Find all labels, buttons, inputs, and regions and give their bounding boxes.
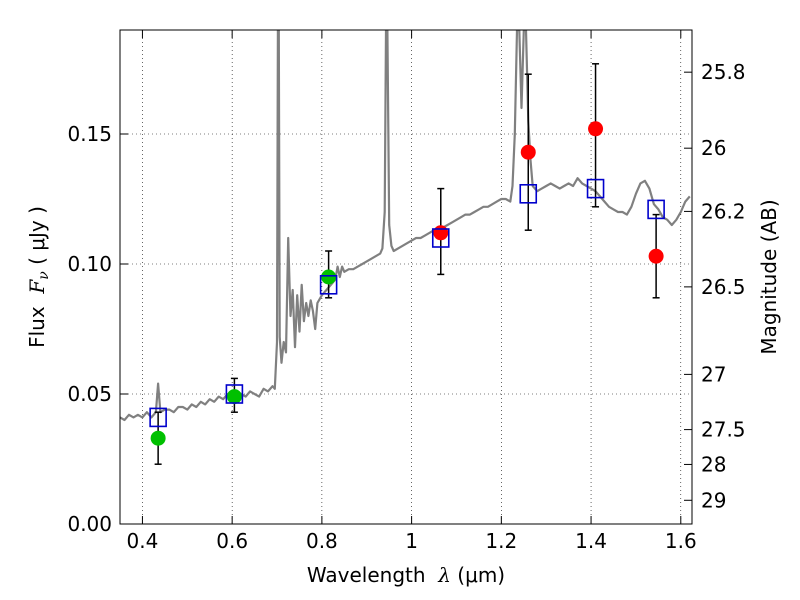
- data-point: [433, 225, 449, 241]
- data-point: [520, 144, 536, 160]
- x-tick-label: 1.4: [575, 529, 607, 553]
- y-tick-label: 0.10: [67, 252, 112, 276]
- data-point: [226, 389, 242, 405]
- y-tick-label: 0.00: [67, 512, 112, 536]
- x-tick-label: 1.2: [485, 529, 517, 553]
- model-point: [319, 274, 338, 295]
- x-tick-label: 0.4: [127, 529, 159, 553]
- x-tick-label: 0.6: [216, 529, 248, 553]
- y2-tick-label: 28: [701, 452, 726, 476]
- y2-axis-label: Magnitude (AB): [757, 199, 781, 354]
- x-axis-label: Wavelength λ (μm): [307, 563, 505, 587]
- y-tick-label: 0.15: [67, 122, 112, 146]
- data-point: [321, 269, 337, 285]
- model-point: [647, 199, 665, 220]
- x-tick-label: 1: [405, 529, 418, 553]
- model-point: [519, 184, 538, 204]
- ticks: 0.4 0.6 0.8 1 1.2 1.4 1.6 0.00 0.05 0.10 0.15 25.8 2…: [67, 30, 746, 553]
- model-point: [225, 384, 244, 404]
- y2-tick-label: 29: [701, 488, 726, 512]
- y-tick-label: 0.05: [67, 382, 112, 406]
- y2-tick-label: 27: [701, 362, 726, 386]
- x-tick-label: 1.6: [665, 529, 697, 553]
- plot-area: [120, 30, 692, 524]
- x-tick-label: 0.8: [306, 529, 338, 553]
- y2-tick-label: 26: [701, 136, 726, 160]
- data-point: [150, 430, 166, 446]
- data-markers: [149, 63, 665, 465]
- y2-tick-label: 26.2: [701, 199, 746, 223]
- y2-tick-label: 26.5: [701, 275, 746, 299]
- y-axis-label: Flux Fν ( μJy ): [25, 206, 52, 348]
- data-point: [648, 248, 664, 264]
- data-point: [588, 121, 604, 137]
- y2-tick-label: 27.5: [701, 418, 746, 442]
- plot-frame: [119, 29, 693, 525]
- model-point: [431, 228, 450, 248]
- model-point: [586, 178, 605, 199]
- model-point: [149, 407, 167, 428]
- y2-tick-label: 25.8: [701, 60, 746, 84]
